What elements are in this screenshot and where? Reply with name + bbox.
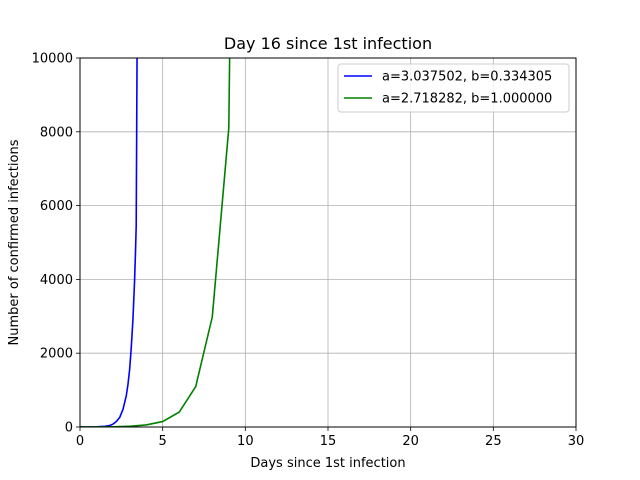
y-axis-label: Number of confirmed infections: [7, 139, 22, 345]
y-tick-label: 10000: [32, 52, 73, 67]
y-tick-label: 8000: [40, 125, 73, 140]
x-tick-label: 20: [402, 434, 419, 449]
legend: a=3.037502, b=0.334305 a=2.718282, b=1.00…: [337, 63, 570, 113]
ticks: 0 5 10 15 20 25 30 0 2000 4000 6000 8000 10000: [32, 52, 585, 450]
x-tick-label: 25: [485, 434, 502, 449]
legend-box: [337, 63, 570, 113]
x-axis-label: Days since 1st infection: [250, 456, 405, 471]
y-tick-label: 4000: [40, 273, 73, 288]
x-tick-label: 10: [237, 434, 254, 449]
y-tick-label: 6000: [40, 199, 73, 214]
legend-label-1: a=3.037502, b=0.334305: [382, 70, 552, 85]
legend-label-2: a=2.718282, b=1.000000: [382, 92, 552, 107]
x-tick-label: 0: [76, 434, 84, 449]
chart-title: Day 16 since 1st infection: [224, 34, 432, 53]
y-tick-label: 0: [65, 421, 73, 436]
x-tick-label: 30: [568, 434, 585, 449]
x-tick-label: 15: [320, 434, 337, 449]
x-tick-label: 5: [159, 434, 167, 449]
y-tick-label: 2000: [40, 347, 73, 362]
